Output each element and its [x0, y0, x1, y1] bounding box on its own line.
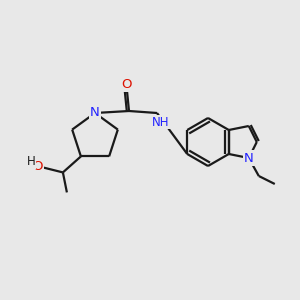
Text: H: H: [26, 155, 35, 168]
Text: N: N: [244, 152, 254, 164]
Text: O: O: [122, 77, 132, 91]
Text: N: N: [90, 106, 100, 119]
Text: NH: NH: [152, 116, 170, 128]
Text: O: O: [33, 160, 43, 173]
